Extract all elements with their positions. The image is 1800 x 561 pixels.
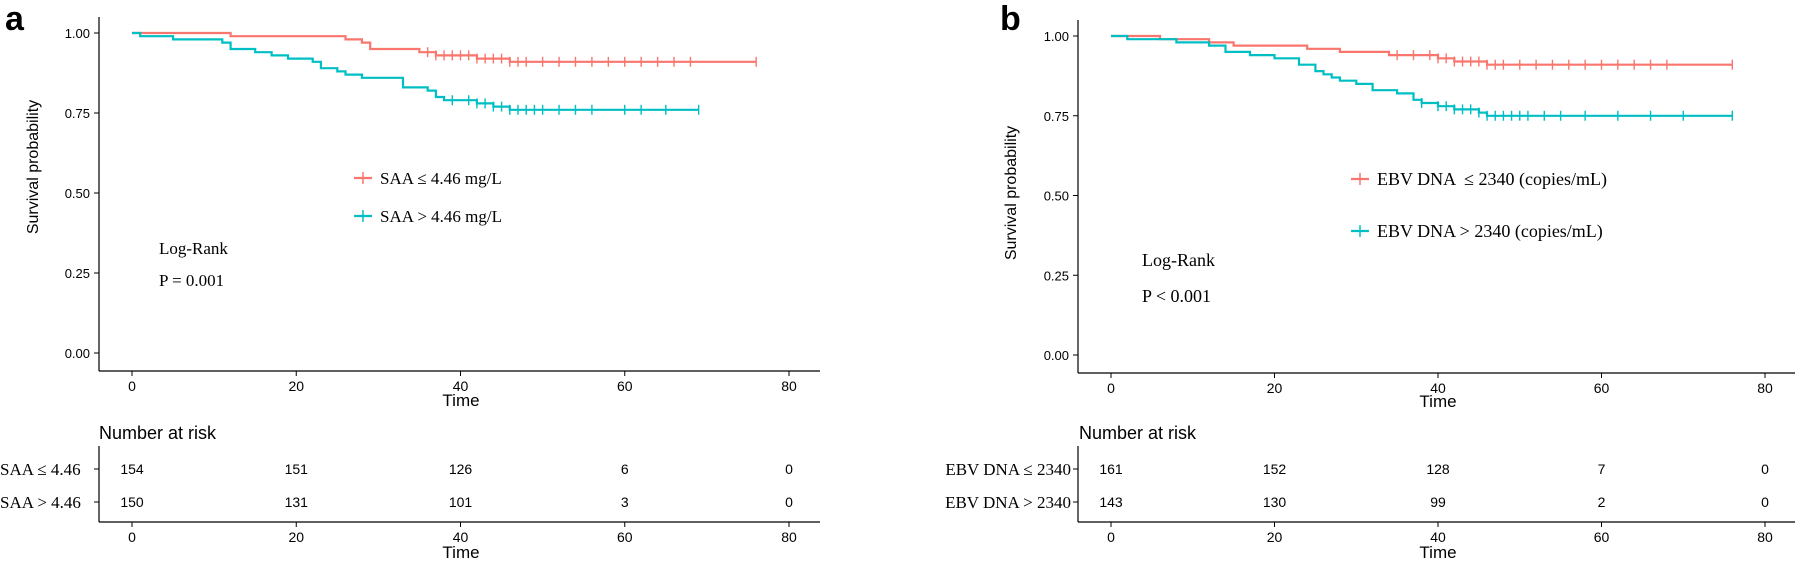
- panel-a-risk-title: Number at risk: [99, 423, 217, 443]
- x-tick-label: 20: [288, 378, 304, 394]
- panel-b-legend: EBV DNA ≤ 2340 (copies/mL) EBV DNA > 234…: [1351, 169, 1607, 242]
- x-tick-label: 60: [617, 378, 633, 394]
- km-series-high: [1111, 34, 1734, 121]
- panel-b-risk-x-axis-label: Time: [1419, 543, 1456, 561]
- risk-x-tick-label: 60: [617, 529, 633, 545]
- risk-x-tick-label: 80: [781, 529, 797, 545]
- risk-value: 2: [1598, 494, 1606, 510]
- y-tick-label: 0.50: [65, 186, 90, 201]
- panel-b-risk-title: Number at risk: [1079, 423, 1197, 443]
- x-tick-label: 0: [1107, 380, 1115, 396]
- x-tick-label: 0: [128, 378, 136, 394]
- risk-value: 161: [1099, 461, 1123, 477]
- panel-a-risk-x-axis-label: Time: [442, 543, 479, 561]
- x-tick-label: 20: [1267, 380, 1283, 396]
- panel-a-p-value: P = 0.001: [159, 271, 224, 290]
- y-tick-label: 0.00: [65, 346, 90, 361]
- risk-value: 154: [120, 461, 144, 477]
- km-series-low: [132, 31, 757, 67]
- risk-row-label: SAA > 4.46: [0, 493, 81, 512]
- risk-x-tick-label: 40: [1430, 529, 1446, 545]
- risk-x-tick-label: 20: [288, 529, 304, 545]
- x-tick-label: 60: [1594, 380, 1610, 396]
- y-tick-label: 0.00: [1044, 348, 1069, 363]
- risk-value: 7: [1598, 461, 1606, 477]
- risk-row-label: SAA ≤ 4.46: [0, 460, 81, 479]
- y-tick-label: 1.00: [65, 26, 90, 41]
- panel-a-y-axis-label: Survival probability: [25, 100, 42, 234]
- risk-value: 131: [285, 494, 309, 510]
- km-curve: [1111, 34, 1733, 117]
- km-series-high: [132, 31, 700, 115]
- x-tick-label: 40: [453, 378, 469, 394]
- risk-x-tick-label: 0: [128, 529, 136, 545]
- risk-value: 151: [285, 461, 309, 477]
- risk-row-label: EBV DNA ≤ 2340: [945, 460, 1071, 479]
- risk-x-tick-label: 40: [453, 529, 469, 545]
- risk-value: 0: [785, 494, 793, 510]
- panel-a: a Survival probability Time SAA ≤ 4.46 m…: [0, 0, 820, 561]
- risk-value: 101: [449, 494, 473, 510]
- legend-label-ebv-low: EBV DNA ≤ 2340 (copies/mL): [1377, 169, 1607, 190]
- panel-a-letter: a: [5, 0, 25, 38]
- panel-a-legend: SAA ≤ 4.46 mg/L SAA > 4.46 mg/L: [354, 169, 502, 226]
- risk-value: 128: [1426, 461, 1450, 477]
- y-tick-label: 0.25: [65, 266, 90, 281]
- risk-value: 150: [120, 494, 144, 510]
- risk-value: 143: [1099, 494, 1123, 510]
- plot-axes: 0.00 0.25 0.50 0.75 1.00 0 20 40 60 80: [65, 17, 820, 394]
- panel-a-test-name: Log-Rank: [159, 239, 228, 258]
- y-tick-label: 1.00: [1044, 29, 1069, 44]
- panel-a-x-axis-label: Time: [442, 391, 479, 410]
- y-tick-label: 0.25: [1044, 268, 1069, 283]
- legend-label-saa-high: SAA > 4.46 mg/L: [380, 207, 502, 226]
- plot-axes: 0.00 0.25 0.50 0.75 1.00 0 20 40 60 80: [1044, 20, 1795, 396]
- risk-value: 0: [1761, 461, 1769, 477]
- panel-b-y-axis-label: Survival probability: [1003, 126, 1020, 260]
- x-tick-label: 80: [781, 378, 797, 394]
- km-curve: [132, 31, 699, 111]
- km-series-low: [1111, 34, 1734, 70]
- panel-b-x-axis-label: Time: [1419, 392, 1456, 411]
- panel-b-letter: b: [1000, 0, 1021, 38]
- risk-value: 152: [1263, 461, 1287, 477]
- risk-x-tick-label: 60: [1594, 529, 1610, 545]
- risk-value: 130: [1263, 494, 1287, 510]
- panel-b: b Survival probability Time EBV DNA ≤ 23…: [945, 0, 1795, 561]
- risk-value: 0: [1761, 494, 1769, 510]
- risk-value: 99: [1430, 494, 1446, 510]
- risk-x-tick-label: 20: [1267, 529, 1283, 545]
- y-tick-label: 0.75: [65, 106, 90, 121]
- panel-b-test-name: Log-Rank: [1142, 250, 1215, 270]
- risk-value: 126: [449, 461, 473, 477]
- risk-x-tick-label: 0: [1107, 529, 1115, 545]
- risk-value: 6: [621, 461, 629, 477]
- legend-label-ebv-high: EBV DNA > 2340 (copies/mL): [1377, 221, 1603, 242]
- risk-row-label: EBV DNA > 2340: [945, 493, 1071, 512]
- risk-value: 0: [785, 461, 793, 477]
- x-tick-label: 80: [1757, 380, 1773, 396]
- x-tick-label: 40: [1430, 380, 1446, 396]
- y-tick-label: 0.50: [1044, 189, 1069, 204]
- y-tick-label: 0.75: [1044, 109, 1069, 124]
- risk-value: 3: [621, 494, 629, 510]
- legend-label-saa-low: SAA ≤ 4.46 mg/L: [380, 169, 502, 188]
- km-curve: [1111, 34, 1733, 66]
- panel-b-p-value: P < 0.001: [1142, 286, 1211, 306]
- risk-x-tick-label: 80: [1757, 529, 1773, 545]
- km-curve: [132, 31, 757, 63]
